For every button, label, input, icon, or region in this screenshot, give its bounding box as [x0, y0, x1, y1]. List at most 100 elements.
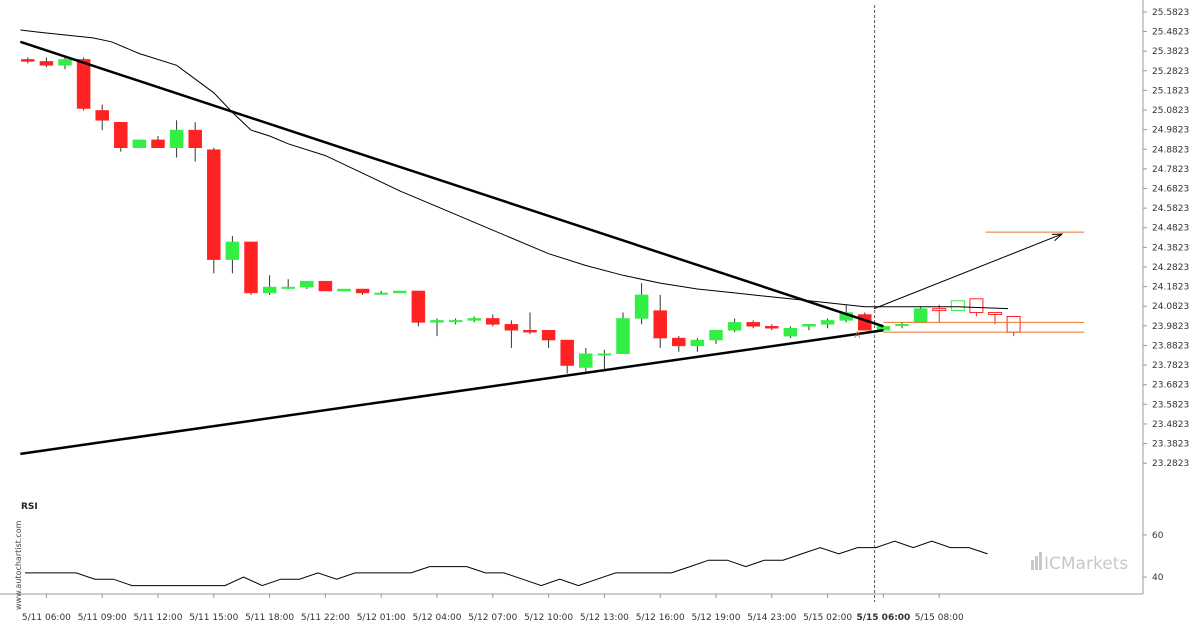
- brand-bar-1: [1031, 560, 1034, 570]
- candle: [430, 320, 444, 323]
- time-tick-label: 5/15 02:00: [803, 613, 852, 623]
- candle: [262, 286, 277, 294]
- candle: [207, 149, 221, 260]
- time-tick-label: 5/12 19:00: [691, 613, 740, 623]
- candle: [374, 292, 388, 295]
- candle: [634, 294, 649, 319]
- candle: [169, 129, 184, 148]
- candle: [523, 329, 537, 333]
- time-tick-label: 5/12 10:00: [524, 613, 573, 623]
- time-tick-label: 5/12 07:00: [468, 613, 517, 623]
- candle: [597, 353, 612, 356]
- price-tick-label: 24.0823: [1152, 302, 1189, 312]
- time-tick-label: 5/11 22:00: [301, 613, 350, 623]
- candle: [746, 322, 760, 327]
- support-trendline: [20, 328, 884, 456]
- price-tick-label: 25.4823: [1152, 28, 1189, 38]
- price-tick-label: 24.2823: [1152, 263, 1189, 273]
- candle: [895, 324, 909, 327]
- price-tick-label: 25.3823: [1152, 47, 1189, 57]
- price-tick-label: 24.3823: [1152, 243, 1189, 253]
- time-tick-label: 5/11 18:00: [245, 613, 294, 623]
- rsi-tick-label: 60: [1152, 531, 1164, 541]
- price-axis: 25.5823 25.4823 25.3823 25.2823 25.1823 25.08…: [1142, 0, 1189, 594]
- time-tick-label: 5/15 08:00: [915, 613, 964, 623]
- candle: [151, 139, 165, 148]
- forecast-candle: [988, 312, 1002, 316]
- candle: [58, 59, 72, 66]
- price-tick-label: 25.1823: [1152, 86, 1189, 96]
- candle: [616, 318, 630, 355]
- candle: [300, 280, 314, 288]
- time-tick-label: 5/11 06:00: [22, 613, 71, 623]
- price-tick-label: 23.9823: [1152, 322, 1189, 332]
- candle: [337, 288, 351, 292]
- rsi-panel: 60 40: [25, 531, 1164, 587]
- candle: [114, 121, 128, 148]
- price-tick-label: 25.0823: [1152, 106, 1189, 116]
- time-tick-label: 5/11 09:00: [78, 613, 127, 623]
- forecast-candle: [950, 300, 965, 312]
- price-tick-label: 23.4823: [1152, 420, 1189, 430]
- candle: [355, 288, 370, 294]
- forecast-candle: [969, 298, 984, 314]
- candle: [244, 241, 258, 294]
- lines-layer: A: [19, 5, 1085, 602]
- price-tick-label: 23.8823: [1152, 341, 1189, 351]
- price-tick-label: 23.3823: [1152, 440, 1189, 450]
- brand-text: ICMarkets: [1044, 554, 1128, 574]
- time-tick-label: 5/12 16:00: [636, 613, 685, 623]
- candle: [709, 329, 723, 341]
- price-tick-label: 24.4823: [1152, 224, 1189, 234]
- candle: [541, 329, 556, 341]
- price-tick-label: 23.7823: [1152, 361, 1189, 371]
- brand-bar-3: [1039, 552, 1042, 570]
- price-tick-label: 25.5823: [1152, 8, 1189, 18]
- candle: [393, 290, 407, 294]
- candle: [653, 310, 667, 339]
- pattern-point-label: A: [854, 331, 861, 341]
- candles-layer: [21, 57, 1021, 374]
- candle: [802, 324, 816, 327]
- candle: [281, 286, 295, 289]
- time-tick-label: 5/12 01:00: [357, 613, 406, 623]
- price-tick-label: 23.2823: [1152, 459, 1189, 469]
- candle: [95, 110, 109, 121]
- forecast-arrow-head: [1051, 233, 1064, 242]
- candle: [690, 339, 705, 347]
- rsi-tick-label: 40: [1152, 573, 1164, 583]
- candle: [727, 322, 742, 331]
- price-tick-label: 24.7823: [1152, 165, 1189, 175]
- resistance-trendline: [19, 40, 884, 328]
- price-tick-label: 24.6823: [1152, 184, 1189, 194]
- candle: [560, 339, 574, 366]
- candle: [132, 139, 147, 148]
- time-tick-label: 5/11 12:00: [133, 613, 182, 623]
- time-tick-label: 5/15 06:00: [856, 613, 910, 623]
- price-tick-label: 24.1823: [1152, 283, 1189, 293]
- price-tick-label: 23.6823: [1152, 381, 1189, 391]
- candle: [504, 324, 519, 331]
- moving-average-line: [20, 29, 1009, 310]
- price-tick-label: 24.9823: [1152, 126, 1189, 136]
- price-tick-label: 23.5823: [1152, 400, 1189, 410]
- candle: [448, 320, 463, 323]
- time-tick-label: 5/12 04:00: [412, 613, 461, 623]
- candle: [318, 280, 333, 292]
- forecast-candle: [932, 308, 947, 312]
- candle: [672, 337, 686, 347]
- candle: [486, 318, 500, 325]
- candle: [39, 61, 54, 66]
- candle: [76, 59, 91, 109]
- time-tick-label: 5/11 15:00: [189, 613, 238, 623]
- candle: [820, 320, 835, 325]
- time-tick-label: 5/14 23:00: [747, 613, 796, 623]
- price-tick-label: 24.5823: [1152, 204, 1189, 214]
- forecast-arrow-line: [873, 233, 1063, 310]
- candle: [21, 59, 35, 62]
- candle: [225, 241, 240, 260]
- candle: [188, 129, 202, 148]
- forecast-candle: [1006, 315, 1021, 333]
- brand-bar-2: [1035, 556, 1038, 570]
